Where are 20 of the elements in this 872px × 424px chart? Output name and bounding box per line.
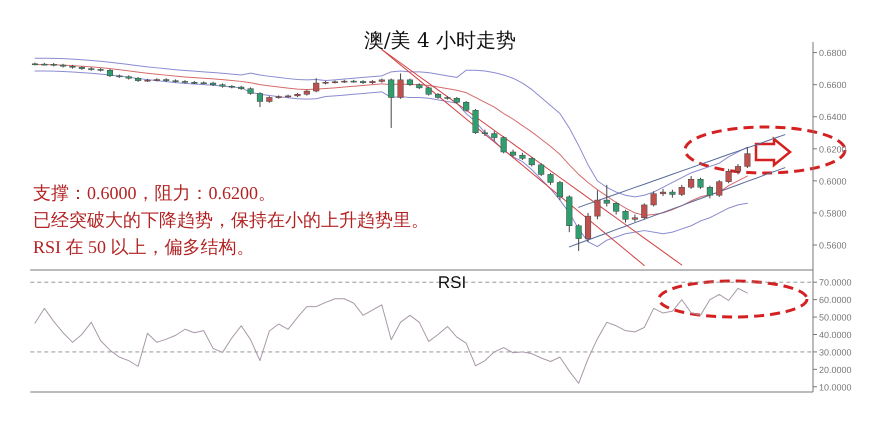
chart-title: RSI xyxy=(438,273,466,292)
y-tick-label: 0.5800 xyxy=(819,208,847,218)
y-tick-label: 70.0000 xyxy=(819,278,852,288)
y-tick-label: 40.0000 xyxy=(819,330,852,340)
annotation: 已经突破大的下降趋势，保持在小的上升趋势里。 xyxy=(33,210,429,230)
y-tick-label: 0.6400 xyxy=(819,112,847,122)
y-tick-label: 10.0000 xyxy=(819,382,852,392)
y-tick-label: 0.6600 xyxy=(819,80,847,90)
y-tick-label: 0.6800 xyxy=(819,48,847,58)
line-series xyxy=(34,288,748,384)
annotation: 支撑：0.6000，阻力：0.6200。 xyxy=(33,183,276,203)
y-tick-label: 50.0000 xyxy=(819,312,852,323)
y-tick-label: 20.0000 xyxy=(819,364,852,375)
y-tick-label: 30.0000 xyxy=(819,347,852,358)
annotation: RSI 在 50 以上，偏多结构。 xyxy=(33,237,255,257)
y-tick-label: 60.0000 xyxy=(819,295,852,306)
y-tick-label: 0.5600 xyxy=(819,240,847,250)
chart-title: 澳/美 4 小时走势 xyxy=(364,28,516,52)
y-tick-label: 0.6000 xyxy=(819,176,847,186)
y-tick-label: 0.6200 xyxy=(819,144,847,154)
